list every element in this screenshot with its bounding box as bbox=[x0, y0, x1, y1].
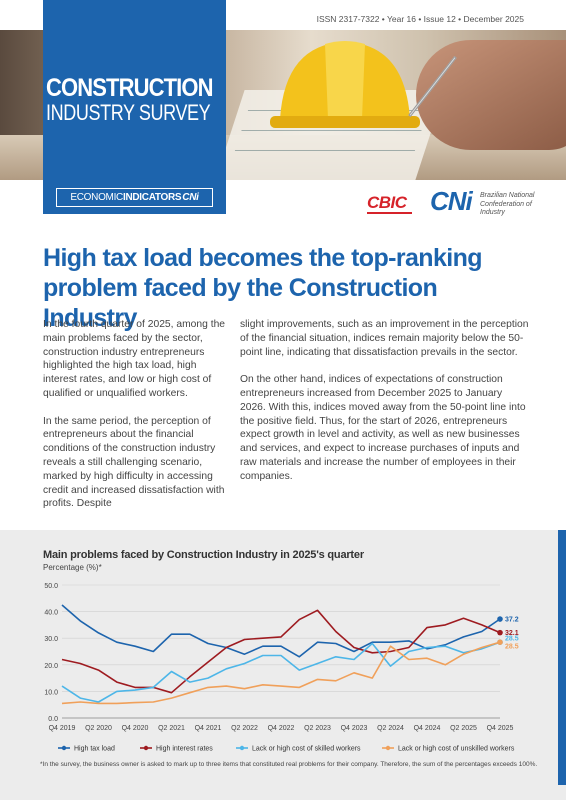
chart-unit-label: Percentage (%)* bbox=[43, 563, 102, 572]
x-tick-label: Q4 2019 bbox=[49, 725, 76, 732]
x-tick-label: Q2 2022 bbox=[231, 725, 258, 732]
article-column-2: slight improvements, such as an improvem… bbox=[240, 318, 530, 497]
x-tick-label: Q4 2021 bbox=[195, 725, 222, 732]
x-tick-label: Q2 2024 bbox=[377, 725, 404, 732]
chart-accent-stripe bbox=[558, 530, 566, 785]
series-end-label: 37.2 bbox=[505, 617, 519, 624]
legend-label: High interest rates bbox=[156, 746, 213, 753]
x-tick-label: Q4 2020 bbox=[122, 725, 149, 732]
legend-marker bbox=[143, 745, 149, 751]
econ-brand: CNi bbox=[182, 192, 199, 203]
x-tick-label: Q2 2023 bbox=[304, 725, 331, 732]
x-tick-label: Q2 2021 bbox=[158, 725, 185, 732]
hard-hat-illustration bbox=[270, 41, 420, 128]
series-end-label: 32.1 bbox=[505, 630, 519, 637]
y-tick-label: 10.0 bbox=[44, 689, 58, 696]
series-line-2 bbox=[61, 609, 501, 694]
cover-photo bbox=[0, 30, 566, 180]
economic-indicators-badge: ECONOMIC INDICATORS CNi bbox=[56, 188, 213, 207]
series-end-marker bbox=[497, 639, 503, 645]
x-tick-label: Q2 2025 bbox=[450, 725, 477, 732]
legend-label: Lack or high cost of skilled workers bbox=[252, 746, 361, 753]
chart-title: Main problems faced by Construction Indu… bbox=[43, 549, 364, 561]
cni-logo-caption: Brazilian National Confederation of Indu… bbox=[480, 192, 535, 216]
paragraph: In the same period, the perception of en… bbox=[43, 415, 225, 510]
y-tick-label: 20.0 bbox=[44, 663, 58, 670]
x-tick-label: Q4 2022 bbox=[268, 725, 295, 732]
line-chart: 0.0 10.0 20.0 30.0 40.0 50.0 Q4 2019 Q2 2020 Q4 … bbox=[44, 583, 519, 753]
legend-marker bbox=[385, 745, 391, 751]
series-line-1 bbox=[61, 604, 501, 658]
paragraph: slight improvements, such as an improvem… bbox=[240, 319, 529, 358]
paragraph: In the fourth quarter of 2025, among the… bbox=[43, 319, 226, 399]
series-line-4 bbox=[61, 641, 501, 705]
series-end-marker bbox=[497, 629, 503, 636]
legend-label: High tax load bbox=[74, 746, 115, 753]
publication-subtitle: INDUSTRY SURVEY bbox=[46, 100, 211, 125]
y-tick-label: 50.0 bbox=[44, 583, 58, 590]
y-tick-label: 40.0 bbox=[44, 610, 58, 617]
publication-title: CONSTRUCTION bbox=[46, 74, 214, 102]
cbic-logo-underline bbox=[367, 212, 412, 214]
legend-marker bbox=[61, 745, 67, 751]
legend-marker bbox=[239, 745, 245, 751]
x-tick-label: Q4 2025 bbox=[487, 725, 514, 732]
y-tick-label: 30.0 bbox=[44, 636, 58, 643]
issn-line: ISSN 2317-7322 • Year 16 • Issue 12 • De… bbox=[316, 14, 524, 24]
series-end-marker bbox=[497, 616, 503, 622]
x-tick-label: Q2 2020 bbox=[85, 725, 112, 732]
y-tick-label: 0.0 bbox=[48, 716, 58, 723]
x-tick-label: Q4 2023 bbox=[341, 725, 368, 732]
series-line-3 bbox=[61, 641, 501, 703]
title-panel bbox=[43, 0, 226, 214]
cbic-logo: CBIC bbox=[367, 193, 407, 212]
chart-footnote: *In the survey, the business owner is as… bbox=[40, 761, 538, 768]
cni-logo: CNi bbox=[430, 186, 473, 216]
hand-illustration bbox=[416, 40, 566, 150]
series-end-label: 28.5 bbox=[505, 636, 519, 643]
econ-prefix: ECONOMIC bbox=[70, 192, 123, 203]
article-headline: High tax load becomes the top-ranking pr… bbox=[43, 244, 483, 332]
legend-label: Lack or high cost of unskilled workers bbox=[398, 746, 515, 753]
series-end-label: 28.5 bbox=[505, 644, 519, 651]
x-tick-label: Q4 2024 bbox=[414, 725, 441, 732]
paragraph: On the other hand, indices of expectatio… bbox=[240, 374, 526, 482]
econ-bold: INDICATORS bbox=[122, 192, 182, 203]
article-column-1: In the fourth quarter of 2025, among the… bbox=[43, 318, 233, 525]
